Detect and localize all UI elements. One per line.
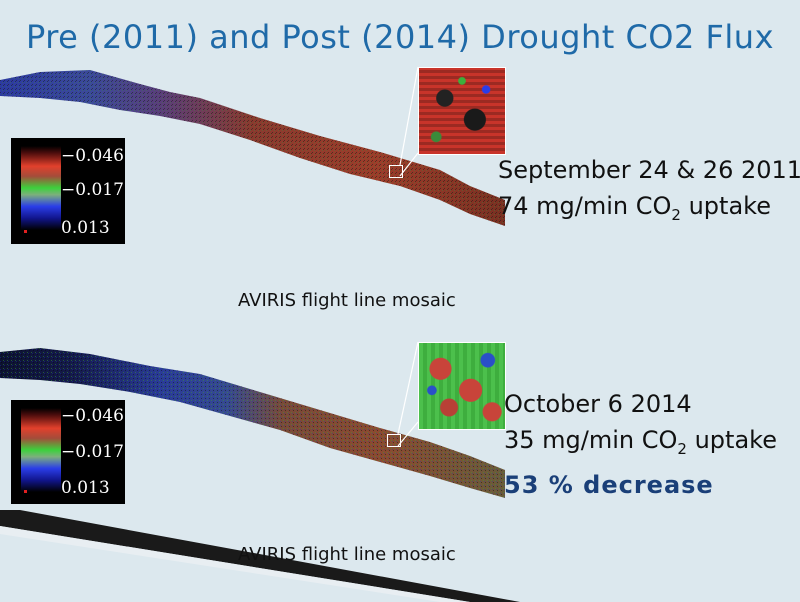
panel-2011: −0.046 −0.017 0.013 September 24 & 26 20… bbox=[0, 66, 800, 311]
panel-2014: −0.046 −0.017 0.013 October 6 2014 35 mg… bbox=[0, 330, 800, 602]
color-scale-legend-2014: −0.046 −0.017 0.013 bbox=[11, 400, 125, 504]
scale-tick-mid: −0.017 bbox=[61, 442, 124, 462]
color-scale-bar bbox=[21, 146, 61, 230]
percent-decrease: 53 % decrease bbox=[504, 470, 714, 499]
mosaic-caption-2011: AVIRIS flight line mosaic bbox=[238, 290, 456, 311]
color-scale-legend-2011: −0.046 −0.017 0.013 bbox=[11, 138, 125, 244]
info-2011: September 24 & 26 2011 74 mg/min CO2 upt… bbox=[498, 152, 800, 233]
co2-uptake: 35 mg/min CO2 uptake bbox=[504, 426, 777, 458]
scale-tick-mid: −0.017 bbox=[61, 180, 124, 200]
zoom-inset-2011 bbox=[418, 67, 506, 155]
scale-tick-high: −0.046 bbox=[61, 146, 124, 166]
zoom-inset-2014 bbox=[418, 342, 506, 430]
scale-tick-low: 0.013 bbox=[61, 218, 110, 238]
color-scale-bar bbox=[21, 408, 61, 492]
scale-tick-high: −0.046 bbox=[61, 406, 124, 426]
flight-line-strip-2011 bbox=[0, 66, 505, 226]
flight-line-strip-2014 bbox=[0, 341, 520, 602]
scale-tick-low: 0.013 bbox=[61, 478, 110, 498]
co2-uptake: 74 mg/min CO2 uptake bbox=[498, 192, 771, 224]
info-2014: October 6 2014 35 mg/min CO2 uptake 53 %… bbox=[504, 386, 777, 503]
inset-marker-2014 bbox=[387, 434, 401, 447]
mosaic-caption-2014: AVIRIS flight line mosaic bbox=[238, 544, 456, 565]
inset-marker-2011 bbox=[389, 165, 403, 178]
acquisition-date: October 6 2014 bbox=[504, 390, 692, 418]
slide-title: Pre (2011) and Post (2014) Drought CO2 F… bbox=[25, 18, 775, 56]
acquisition-date: September 24 & 26 2011 bbox=[498, 156, 800, 184]
